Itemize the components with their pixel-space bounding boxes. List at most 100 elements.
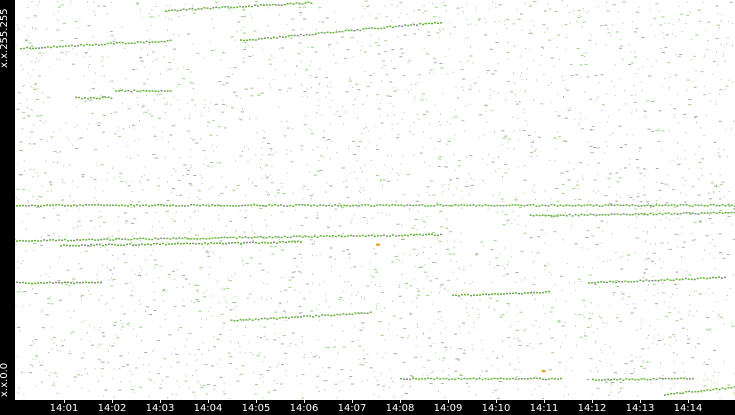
scatter-point: [525, 78, 527, 80]
scatter-point: [116, 337, 120, 339]
scatter-point: [703, 379, 705, 381]
scatter-point: [338, 298, 342, 300]
trace-point: [473, 294, 475, 296]
scatter-point: [35, 355, 39, 357]
scatter-point: [622, 255, 624, 257]
scatter-point: [579, 213, 580, 215]
scatter-point: [198, 210, 199, 212]
scatter-point: [561, 183, 565, 185]
scatter-point: [482, 349, 484, 351]
trace-point: [163, 40, 166, 43]
scatter-point: [15, 197, 17, 199]
scatter-point: [46, 96, 50, 98]
trace-point: [727, 204, 730, 206]
scatter-point: [65, 234, 67, 236]
scatter-point: [558, 362, 562, 364]
scatter-point: [300, 272, 302, 274]
scatter-point: [232, 73, 234, 75]
scatter-point: [460, 374, 462, 376]
trace-point: [91, 281, 93, 284]
scatter-point: [630, 360, 634, 362]
scatter-point: [38, 284, 40, 286]
scatter-point: [586, 76, 590, 78]
scatter-point: [441, 316, 442, 318]
trace-point: [236, 6, 239, 9]
trace-point: [403, 378, 405, 380]
scatter-point: [565, 335, 567, 337]
scatter-point: [152, 249, 154, 251]
trace-point: [532, 215, 535, 217]
scatter-point: [301, 374, 305, 375]
scatter-point: [489, 261, 491, 263]
scatter-point: [247, 178, 249, 180]
scatter-point: [422, 332, 424, 334]
scatter-point: [252, 239, 254, 241]
scatter-point: [652, 252, 656, 254]
scatter-point: [56, 19, 58, 21]
scatter-point: [681, 327, 685, 329]
scatter-point: [710, 380, 712, 382]
scatter-point: [677, 283, 679, 285]
scatter-point: [445, 227, 449, 229]
scatter-point: [390, 60, 392, 62]
scatter-point: [398, 286, 400, 288]
scatter-point: [196, 284, 200, 286]
scatter-point: [436, 262, 438, 264]
trace-point: [164, 10, 167, 13]
scatter-point: [25, 228, 27, 230]
scatter-point: [589, 312, 591, 314]
trace-point: [536, 291, 538, 294]
scatter-point: [693, 221, 697, 223]
scatter-point: [145, 310, 146, 312]
scatter-point: [65, 51, 67, 53]
scatter-point: [72, 48, 74, 50]
scatter-point: [233, 302, 237, 304]
trace-point: [282, 240, 284, 243]
scatter-point: [256, 355, 260, 357]
scatter-point: [345, 179, 347, 181]
trace-point: [430, 205, 433, 207]
trace-point: [213, 242, 215, 245]
scatter-point: [244, 9, 246, 11]
scatter-point: [497, 369, 499, 371]
scatter-point: [188, 333, 192, 334]
scatter-point: [413, 233, 417, 235]
scatter-point: [383, 50, 387, 52]
scatter-point: [329, 185, 333, 187]
scatter-point: [645, 117, 647, 119]
trace-point: [481, 378, 484, 381]
scatter-point: [261, 298, 263, 299]
scatter-point: [95, 244, 97, 246]
scatter-point: [493, 239, 497, 241]
scatter-point: [213, 120, 215, 121]
scatter-point: [40, 55, 42, 57]
scatter-point: [373, 73, 375, 74]
trace-point: [689, 378, 691, 380]
scatter-point: [652, 276, 654, 278]
scatter-point: [184, 345, 186, 347]
scatter-point: [437, 318, 439, 320]
scatter-point: [696, 122, 697, 124]
scatter-point: [484, 18, 486, 19]
scatter-point: [646, 231, 648, 233]
trace-point: [595, 379, 597, 381]
scatter-point: [170, 103, 172, 105]
scatter-point: [597, 208, 599, 210]
scatter-point: [532, 261, 534, 263]
scatter-point: [261, 154, 263, 156]
scatter-point: [334, 258, 336, 260]
scatter-point: [169, 5, 171, 7]
scatter-point: [129, 370, 131, 372]
scatter-point: [324, 281, 326, 282]
scatter-point: [553, 137, 556, 139]
scatter-point: [448, 374, 450, 376]
scatter-point: [509, 346, 511, 348]
x-tick-mark: [208, 398, 209, 403]
scatter-point: [399, 2, 403, 4]
scatter-point: [724, 46, 725, 48]
scatter-point: [685, 132, 687, 134]
scatter-point: [140, 48, 142, 50]
scatter-point: [235, 95, 239, 97]
scatter-point: [318, 105, 320, 106]
scatter-point: [317, 338, 319, 340]
